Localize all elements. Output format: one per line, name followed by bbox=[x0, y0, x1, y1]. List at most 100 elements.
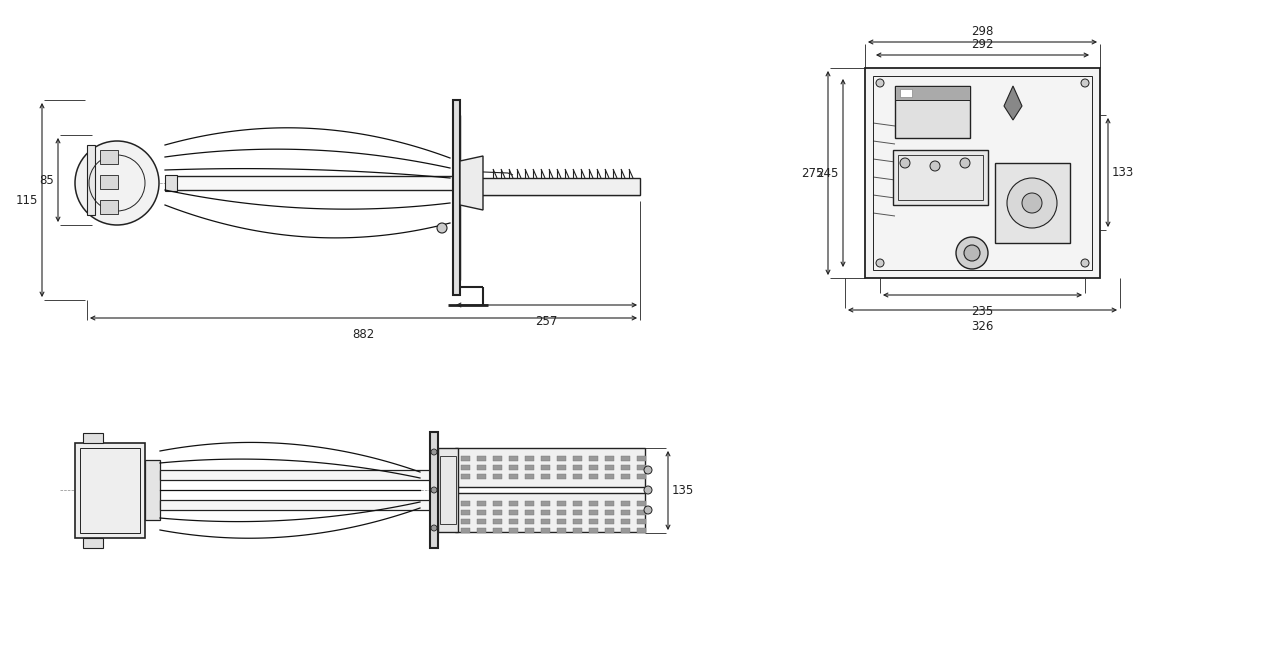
Bar bbox=[621, 501, 630, 506]
Bar bbox=[100, 150, 118, 164]
Bar bbox=[76, 443, 145, 538]
Bar bbox=[87, 145, 95, 215]
Bar bbox=[637, 510, 646, 515]
Circle shape bbox=[431, 449, 436, 455]
Bar bbox=[573, 456, 582, 461]
Bar bbox=[621, 510, 630, 515]
Bar bbox=[160, 500, 430, 510]
Circle shape bbox=[900, 158, 910, 168]
Bar bbox=[621, 474, 630, 479]
Bar bbox=[557, 510, 566, 515]
Circle shape bbox=[644, 506, 652, 514]
Bar bbox=[440, 456, 456, 524]
Circle shape bbox=[876, 79, 884, 87]
Bar bbox=[509, 465, 518, 470]
Text: 245: 245 bbox=[817, 167, 838, 180]
Text: 292: 292 bbox=[972, 38, 993, 51]
Bar bbox=[589, 465, 598, 470]
Bar bbox=[557, 474, 566, 479]
Bar bbox=[461, 528, 470, 533]
Polygon shape bbox=[1004, 86, 1021, 120]
Bar bbox=[900, 89, 911, 97]
Circle shape bbox=[1082, 79, 1089, 87]
Bar bbox=[525, 510, 534, 515]
Bar bbox=[573, 474, 582, 479]
Polygon shape bbox=[460, 156, 483, 210]
Bar bbox=[637, 501, 646, 506]
Bar bbox=[637, 519, 646, 524]
Bar bbox=[509, 456, 518, 461]
Bar bbox=[477, 510, 486, 515]
Bar bbox=[589, 519, 598, 524]
Bar bbox=[83, 433, 102, 443]
Bar bbox=[637, 528, 646, 533]
Circle shape bbox=[76, 141, 159, 225]
Bar bbox=[605, 456, 614, 461]
Text: 275: 275 bbox=[801, 167, 824, 180]
Bar bbox=[541, 474, 550, 479]
Circle shape bbox=[1021, 193, 1042, 213]
Text: 882: 882 bbox=[352, 328, 375, 341]
Bar bbox=[605, 528, 614, 533]
Bar bbox=[477, 456, 486, 461]
Bar bbox=[621, 519, 630, 524]
Bar bbox=[100, 175, 118, 189]
Circle shape bbox=[431, 525, 436, 531]
Bar bbox=[895, 86, 970, 138]
Bar bbox=[461, 501, 470, 506]
Bar bbox=[525, 456, 534, 461]
Bar bbox=[477, 501, 486, 506]
Bar bbox=[525, 474, 534, 479]
Bar bbox=[589, 474, 598, 479]
Circle shape bbox=[876, 259, 884, 267]
Bar bbox=[525, 528, 534, 533]
Bar bbox=[605, 465, 614, 470]
Bar bbox=[100, 200, 118, 214]
Bar bbox=[557, 501, 566, 506]
Bar bbox=[454, 448, 645, 487]
Bar bbox=[605, 510, 614, 515]
Bar bbox=[995, 163, 1070, 243]
Bar bbox=[145, 460, 160, 520]
Bar bbox=[893, 150, 988, 205]
Bar bbox=[605, 474, 614, 479]
Text: 135: 135 bbox=[672, 484, 694, 497]
Bar bbox=[573, 519, 582, 524]
Bar bbox=[83, 538, 102, 548]
Circle shape bbox=[644, 466, 652, 474]
Bar bbox=[557, 465, 566, 470]
Bar bbox=[873, 76, 1092, 270]
Circle shape bbox=[931, 161, 940, 171]
Bar bbox=[509, 519, 518, 524]
Circle shape bbox=[431, 487, 436, 493]
Bar bbox=[170, 176, 454, 190]
Bar bbox=[541, 501, 550, 506]
Circle shape bbox=[960, 158, 970, 168]
Bar bbox=[453, 100, 460, 295]
Bar bbox=[557, 519, 566, 524]
Bar bbox=[899, 155, 983, 200]
Circle shape bbox=[1007, 178, 1057, 228]
Text: 326: 326 bbox=[972, 320, 993, 333]
Bar bbox=[541, 465, 550, 470]
Bar bbox=[573, 465, 582, 470]
Bar bbox=[461, 465, 470, 470]
Bar bbox=[605, 519, 614, 524]
Bar bbox=[493, 519, 502, 524]
Bar bbox=[461, 510, 470, 515]
Bar bbox=[541, 528, 550, 533]
Bar bbox=[541, 519, 550, 524]
Circle shape bbox=[1082, 259, 1089, 267]
Bar bbox=[165, 175, 177, 191]
Text: 115: 115 bbox=[15, 194, 38, 207]
Bar bbox=[430, 432, 438, 548]
Bar bbox=[454, 493, 645, 532]
Bar bbox=[621, 465, 630, 470]
Circle shape bbox=[956, 237, 988, 269]
Bar bbox=[509, 501, 518, 506]
Bar bbox=[509, 528, 518, 533]
Bar bbox=[637, 465, 646, 470]
Bar bbox=[621, 528, 630, 533]
Circle shape bbox=[964, 245, 980, 261]
Bar bbox=[477, 519, 486, 524]
